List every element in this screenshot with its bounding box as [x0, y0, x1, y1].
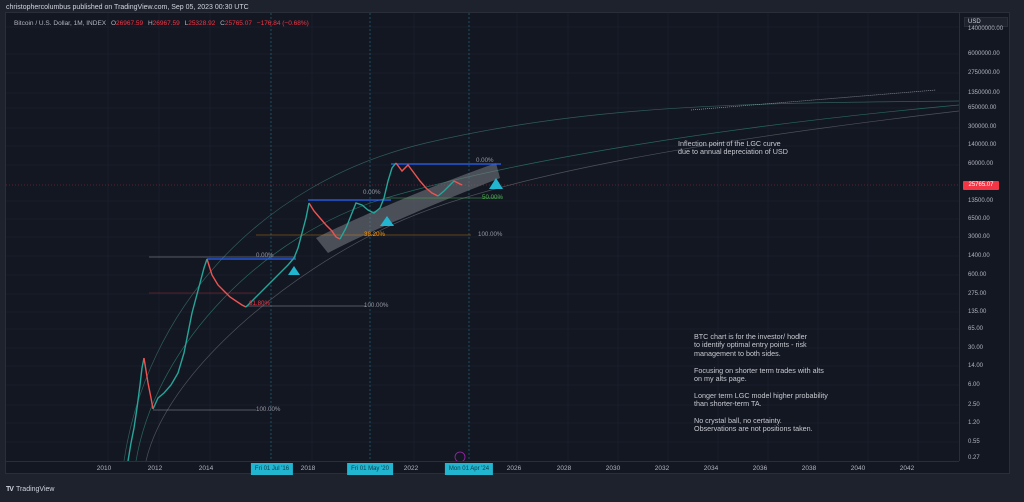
- price-tick: 1350000.00: [968, 90, 1000, 96]
- publisher-line: christophercolumbus published on Trading…: [6, 4, 249, 11]
- time-tick: 2040: [850, 465, 866, 472]
- price-tick: 6000000.00: [968, 51, 1000, 57]
- price-tick: 65.00: [968, 326, 984, 332]
- time-tick: 2010: [96, 465, 112, 472]
- price-tick: 60000.00: [968, 161, 994, 167]
- tradingview-logo-icon: TV: [6, 486, 14, 493]
- footer: TV TradingView: [6, 486, 54, 493]
- fib-label: 61.80%: [249, 300, 270, 307]
- price-tick: 13500.00: [968, 198, 994, 204]
- triangle-up-icon: [288, 266, 300, 275]
- time-tick: 2036: [752, 465, 768, 472]
- price-tick: 300000.00: [968, 124, 997, 130]
- price-axis[interactable]: USD 14000000.00 6000000.00 2750000.00 13…: [959, 13, 1011, 461]
- price-tick: 600.00: [968, 272, 987, 278]
- symbol-name: Bitcoin / U.S. Dollar, 1M, INDEX: [14, 20, 107, 27]
- price-tick: 6500.00: [968, 216, 990, 222]
- time-tick: 2034: [703, 465, 719, 472]
- grid-lines: [6, 13, 959, 461]
- fib-cycle-1: [149, 256, 366, 411]
- time-tick: 2028: [556, 465, 572, 472]
- time-tick: 2042: [899, 465, 915, 472]
- fib-label: 0.00%: [363, 189, 381, 196]
- event-marker-icon: [454, 451, 466, 461]
- candles: [127, 162, 463, 461]
- high-value: 26967.59: [152, 20, 180, 27]
- fib-label: 100.00%: [256, 406, 281, 413]
- price-tick: 14.00: [968, 363, 984, 369]
- time-tick: 2038: [801, 465, 817, 472]
- time-tick: 2014: [198, 465, 214, 472]
- fib-label: 0.00%: [256, 252, 274, 259]
- change-value: −176.84 (−0.68%): [256, 20, 309, 27]
- price-tick: 0.27: [968, 455, 980, 461]
- price-tick: 6.00: [968, 382, 980, 388]
- currency-label[interactable]: USD: [964, 17, 1008, 27]
- date-marker-badge: Fri 01 Jul '16: [250, 463, 294, 475]
- brand-name: TradingView: [15, 486, 55, 493]
- time-tick: 2012: [147, 465, 163, 472]
- price-tick: 650000.00: [968, 105, 997, 111]
- fib-label: 100.00%: [478, 231, 503, 238]
- price-tick: 1400.00: [968, 253, 990, 259]
- price-tick: 275.00: [968, 291, 987, 297]
- time-tick: 2030: [605, 465, 621, 472]
- fib-label: 50.00%: [482, 194, 503, 201]
- lgc-band: [316, 163, 500, 253]
- chart-frame: Bitcoin / U.S. Dollar, 1M, INDEX O26967.…: [5, 12, 1011, 475]
- time-tick: 2026: [506, 465, 522, 472]
- fib-label: 38.20%: [364, 231, 385, 238]
- price-tick: 135.00: [968, 309, 987, 315]
- vertical-markers: [270, 13, 470, 461]
- symbol-legend: Bitcoin / U.S. Dollar, 1M, INDEX O26967.…: [14, 20, 309, 27]
- price-tick: 1.20: [968, 420, 980, 426]
- price-tick: 14000000.00: [968, 26, 1004, 32]
- time-axis[interactable]: 2010 2012 2014 Fri 01 Jul '16 2018 Fri 0…: [6, 461, 959, 475]
- price-tick: 140000.00: [968, 142, 997, 148]
- time-tick: 2022: [403, 465, 419, 472]
- entry-triangles: [288, 178, 503, 275]
- fib-cycle-2: [256, 199, 471, 236]
- chart-canvas: [6, 13, 959, 461]
- triangle-up-icon: [489, 178, 503, 189]
- close-value: 25765.07: [224, 20, 252, 27]
- price-tick: 2750000.00: [968, 70, 1000, 76]
- time-tick: 2018: [300, 465, 316, 472]
- inflection-note: Inflection point of the LGC curve due to…: [678, 139, 788, 157]
- price-tick: 2.50: [968, 402, 980, 408]
- time-tick: 2032: [654, 465, 670, 472]
- date-marker-badge: Fri 01 May '20: [347, 463, 393, 475]
- price-tick: 0.55: [968, 439, 980, 445]
- fib-label: 0.00%: [476, 157, 494, 164]
- lgc-curves: [123, 89, 959, 461]
- triangle-up-icon: [380, 216, 394, 226]
- low-value: 25328.92: [188, 20, 216, 27]
- current-price-badge: 25765.07: [963, 181, 999, 190]
- chart-plot-area[interactable]: Bitcoin / U.S. Dollar, 1M, INDEX O26967.…: [6, 13, 959, 461]
- date-marker-badge: Mon 01 Apr '24: [444, 463, 494, 475]
- fib-cycle-3: [386, 163, 501, 199]
- open-value: 26967.59: [116, 20, 144, 27]
- price-tick: 3000.00: [968, 234, 990, 240]
- price-tick: 30.00: [968, 345, 984, 351]
- fib-label: 100.00%: [364, 302, 389, 309]
- strategy-note: BTC chart is for the investor/ hodler to…: [694, 332, 828, 434]
